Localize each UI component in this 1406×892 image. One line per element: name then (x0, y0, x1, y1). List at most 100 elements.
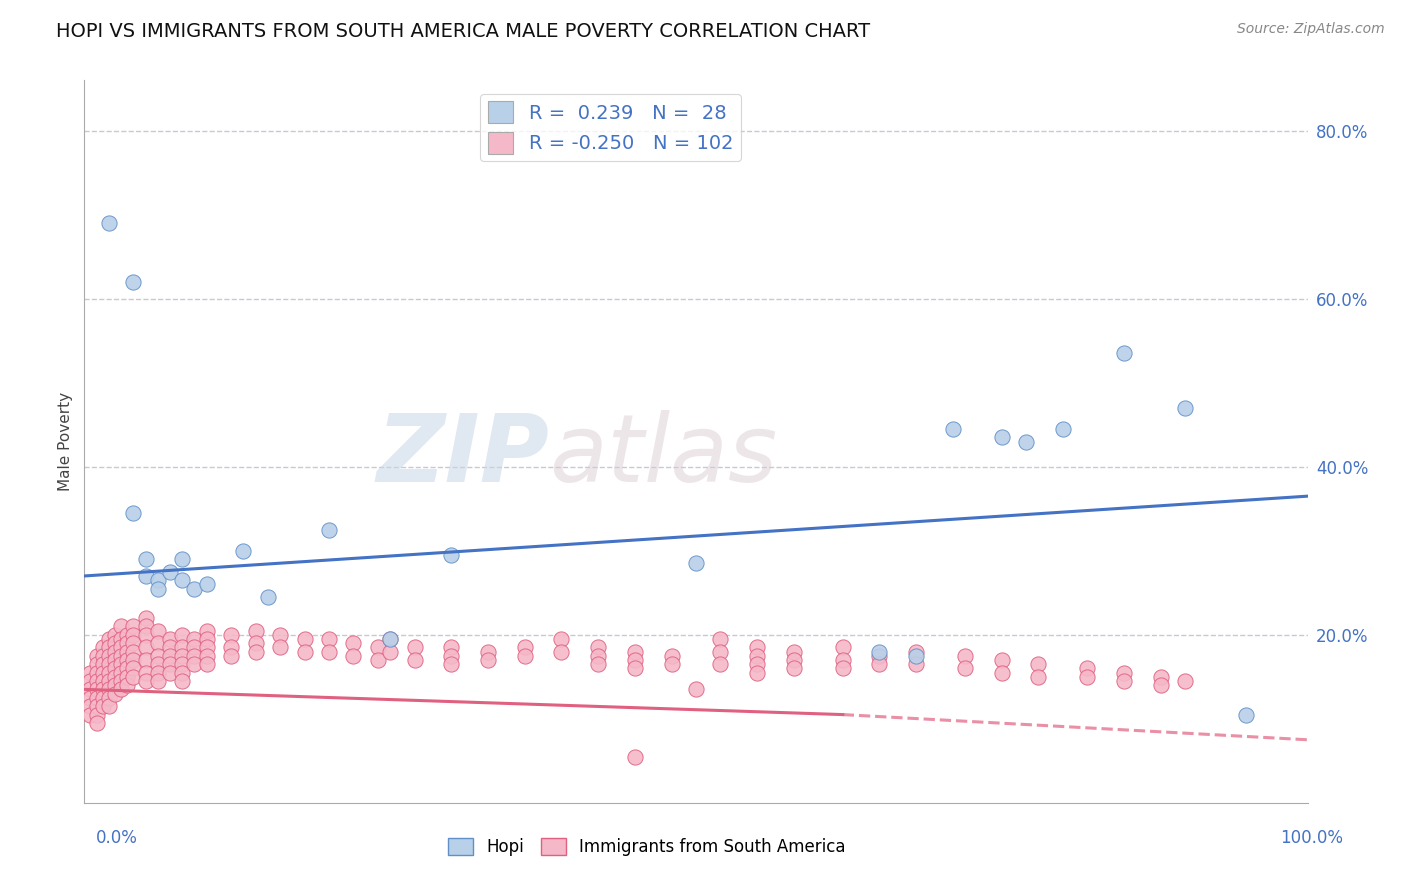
Point (91, 640, 114, 655)
Point (146, 624, 169, 638)
Point (195, 624, 218, 638)
Point (79, 665, 101, 680)
Point (91, 665, 114, 680)
Point (905, 657, 928, 672)
Point (195, 577, 218, 591)
Point (1174, 673, 1197, 688)
Point (86, 682, 108, 697)
Point (219, 648, 242, 663)
Point (86, 699, 108, 714)
Point (991, 430, 1014, 444)
Point (318, 632, 340, 646)
Point (831, 653, 853, 667)
Point (783, 644, 806, 658)
Point (219, 628, 242, 642)
Point (586, 648, 609, 663)
Point (146, 648, 169, 663)
Point (79, 699, 101, 714)
Point (86, 716, 108, 731)
Point (159, 565, 181, 579)
Point (172, 552, 194, 566)
Point (269, 628, 291, 642)
Point (110, 673, 132, 688)
Point (172, 665, 194, 680)
Point (110, 640, 132, 655)
Point (440, 657, 463, 672)
Point (86, 665, 108, 680)
Point (183, 582, 205, 596)
Point (991, 653, 1014, 667)
Point (1236, 707, 1258, 722)
Point (747, 648, 769, 663)
Text: Source: ZipAtlas.com: Source: ZipAtlas.com (1237, 22, 1385, 37)
Point (586, 640, 609, 655)
Point (122, 628, 145, 642)
Point (747, 640, 769, 655)
Point (586, 657, 609, 672)
Point (550, 644, 572, 658)
Point (110, 619, 132, 633)
Point (219, 640, 242, 655)
Text: atlas: atlas (550, 410, 778, 501)
Point (172, 628, 194, 642)
Y-axis label: Male Poverty: Male Poverty (58, 392, 73, 491)
Point (440, 548, 463, 562)
Point (146, 657, 169, 672)
Point (1174, 401, 1197, 415)
Point (245, 624, 267, 638)
Point (513, 648, 536, 663)
Point (869, 644, 891, 658)
Point (905, 644, 928, 658)
Point (97, 682, 120, 697)
Point (1114, 673, 1136, 688)
Point (294, 644, 316, 658)
Point (159, 640, 181, 655)
Point (245, 644, 267, 658)
Point (122, 619, 145, 633)
Point (79, 673, 101, 688)
Point (122, 644, 145, 658)
Point (953, 661, 976, 675)
Point (146, 573, 169, 587)
Point (91, 682, 114, 697)
Point (91, 690, 114, 705)
Point (367, 653, 389, 667)
Point (869, 657, 891, 672)
Point (709, 644, 731, 658)
Point (135, 552, 157, 566)
Point (104, 670, 127, 684)
Point (97, 632, 120, 646)
Point (159, 632, 181, 646)
Point (1015, 434, 1038, 449)
Point (440, 648, 463, 663)
Point (269, 640, 291, 655)
Point (110, 632, 132, 646)
Point (1150, 678, 1173, 692)
Point (380, 632, 402, 646)
Point (115, 661, 138, 675)
Point (97, 657, 120, 672)
Point (91, 657, 114, 672)
Point (685, 557, 707, 571)
Point (624, 644, 647, 658)
Point (624, 661, 647, 675)
Point (115, 636, 138, 650)
Text: HOPI VS IMMIGRANTS FROM SOUTH AMERICA MALE POVERTY CORRELATION CHART: HOPI VS IMMIGRANTS FROM SOUTH AMERICA MA… (56, 22, 870, 41)
Point (342, 648, 364, 663)
Point (146, 582, 169, 596)
Point (709, 657, 731, 672)
Point (122, 670, 145, 684)
Point (146, 665, 169, 680)
Point (1076, 670, 1098, 684)
Point (79, 690, 101, 705)
Point (97, 699, 120, 714)
Point (440, 640, 463, 655)
Point (905, 648, 928, 663)
Point (183, 640, 205, 655)
Point (110, 657, 132, 672)
Point (104, 678, 127, 692)
Point (97, 673, 120, 688)
Point (146, 673, 169, 688)
Point (245, 636, 267, 650)
Point (97, 216, 120, 230)
